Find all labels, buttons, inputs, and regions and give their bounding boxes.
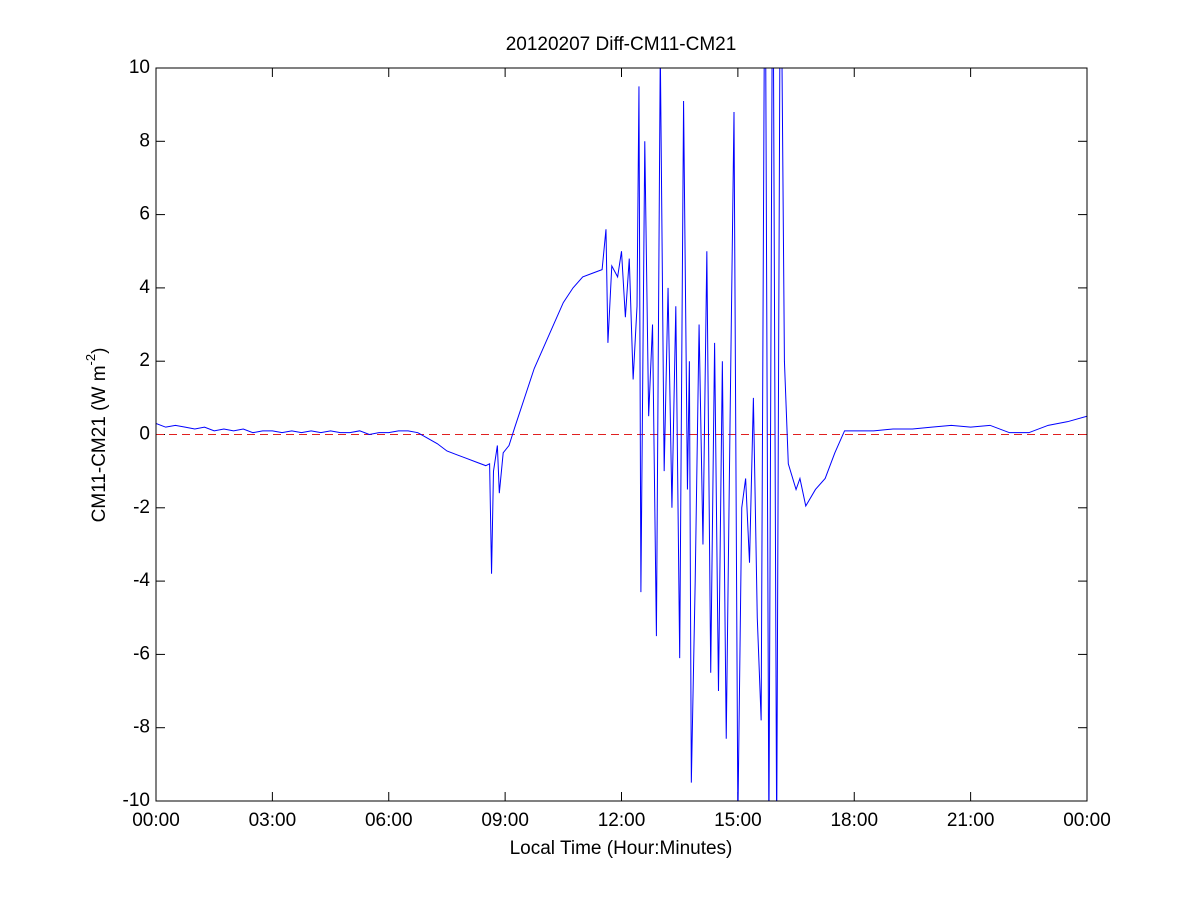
data-line: [156, 68, 1087, 801]
y-tick-label: 0: [139, 424, 150, 445]
y-tick-label: -10: [123, 790, 150, 811]
y-tick-label: 6: [139, 204, 150, 225]
y-tick-label: 10: [129, 57, 150, 78]
y-tick-label: -6: [133, 643, 150, 664]
x-tick-label: 15:00: [714, 810, 762, 831]
y-axis-label-main: CM11-CM21 (W m: [89, 365, 110, 522]
y-axis-label-end: ): [89, 348, 110, 354]
x-tick-label: 03:00: [249, 810, 297, 831]
y-tick-label: -8: [133, 717, 150, 738]
x-tick-label: 21:00: [947, 810, 995, 831]
plot-frame: [155, 67, 1088, 802]
y-tick-label: -2: [133, 497, 150, 518]
x-tick-label: 18:00: [830, 810, 878, 831]
y-tick-label: -4: [133, 570, 150, 591]
x-tick-label: 00:00: [1063, 810, 1111, 831]
y-tick-label: 8: [139, 130, 150, 151]
y-tick-label: 2: [139, 350, 150, 371]
y-axis-label: CM11-CM21 (W m-2): [83, 348, 110, 523]
x-tick-label: 00:00: [132, 810, 180, 831]
y-axis-label-sup: -2: [83, 354, 98, 366]
x-tick-label: 09:00: [481, 810, 529, 831]
chart-title: 20120207 Diff-CM11-CM21: [506, 34, 737, 55]
x-tick-label: 06:00: [365, 810, 413, 831]
x-tick-label: 12:00: [598, 810, 646, 831]
x-axis-label: Local Time (Hour:Minutes): [510, 838, 733, 859]
y-tick-label: 4: [139, 277, 150, 298]
